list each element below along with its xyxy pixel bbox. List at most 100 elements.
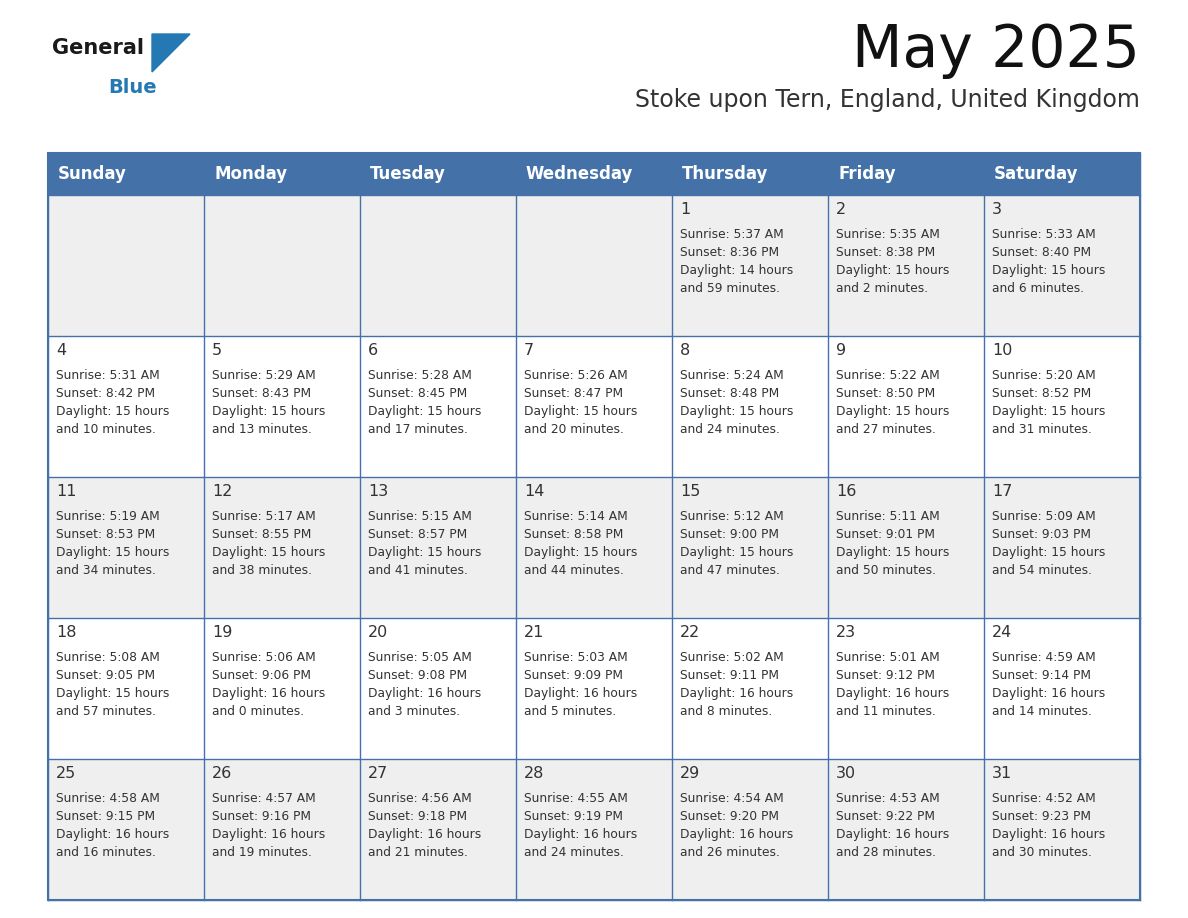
Text: Sunset: 9:01 PM: Sunset: 9:01 PM: [836, 528, 935, 541]
Text: 7: 7: [524, 343, 535, 358]
Text: Daylight: 15 hours: Daylight: 15 hours: [524, 405, 638, 418]
Text: Daylight: 16 hours: Daylight: 16 hours: [368, 687, 481, 700]
Text: 24: 24: [992, 625, 1012, 640]
Text: Sunset: 8:36 PM: Sunset: 8:36 PM: [680, 246, 779, 259]
Bar: [48, 618, 1140, 759]
Text: Saturday: Saturday: [994, 165, 1079, 183]
Text: Monday: Monday: [214, 165, 287, 183]
Text: and 24 minutes.: and 24 minutes.: [680, 423, 779, 436]
Text: 27: 27: [368, 766, 388, 781]
Text: Sunrise: 5:05 AM: Sunrise: 5:05 AM: [368, 651, 472, 664]
Text: Daylight: 15 hours: Daylight: 15 hours: [836, 405, 949, 418]
Text: and 38 minutes.: and 38 minutes.: [211, 564, 312, 577]
Text: Sunrise: 5:22 AM: Sunrise: 5:22 AM: [836, 369, 940, 382]
Text: Sunrise: 5:19 AM: Sunrise: 5:19 AM: [56, 510, 159, 523]
Text: General: General: [52, 38, 144, 58]
Text: 3: 3: [992, 202, 1001, 217]
Text: and 47 minutes.: and 47 minutes.: [680, 564, 779, 577]
Text: Daylight: 16 hours: Daylight: 16 hours: [992, 828, 1105, 841]
Text: 26: 26: [211, 766, 232, 781]
Text: Daylight: 16 hours: Daylight: 16 hours: [680, 828, 794, 841]
Polygon shape: [152, 34, 190, 72]
Text: Sunset: 9:16 PM: Sunset: 9:16 PM: [211, 810, 311, 823]
Text: Daylight: 15 hours: Daylight: 15 hours: [992, 405, 1105, 418]
Text: Sunrise: 5:35 AM: Sunrise: 5:35 AM: [836, 228, 940, 241]
Text: Sunset: 9:11 PM: Sunset: 9:11 PM: [680, 669, 779, 682]
Text: Sunday: Sunday: [58, 165, 127, 183]
Text: Sunset: 9:05 PM: Sunset: 9:05 PM: [56, 669, 156, 682]
Text: May 2025: May 2025: [852, 22, 1140, 79]
Text: Sunrise: 5:09 AM: Sunrise: 5:09 AM: [992, 510, 1095, 523]
Text: Daylight: 15 hours: Daylight: 15 hours: [524, 546, 638, 559]
Text: 9: 9: [836, 343, 846, 358]
Text: Daylight: 15 hours: Daylight: 15 hours: [56, 405, 170, 418]
Text: Sunset: 8:58 PM: Sunset: 8:58 PM: [524, 528, 624, 541]
Text: Tuesday: Tuesday: [369, 165, 446, 183]
Text: Sunrise: 5:17 AM: Sunrise: 5:17 AM: [211, 510, 316, 523]
Text: Sunset: 8:57 PM: Sunset: 8:57 PM: [368, 528, 467, 541]
Text: and 6 minutes.: and 6 minutes.: [992, 282, 1085, 295]
Text: and 14 minutes.: and 14 minutes.: [992, 705, 1092, 718]
Text: Sunrise: 4:56 AM: Sunrise: 4:56 AM: [368, 792, 472, 805]
Text: 21: 21: [524, 625, 544, 640]
Text: Sunrise: 4:55 AM: Sunrise: 4:55 AM: [524, 792, 628, 805]
Text: 11: 11: [56, 484, 76, 499]
Text: Sunset: 9:08 PM: Sunset: 9:08 PM: [368, 669, 467, 682]
Text: Sunrise: 5:08 AM: Sunrise: 5:08 AM: [56, 651, 160, 664]
Text: Sunrise: 5:02 AM: Sunrise: 5:02 AM: [680, 651, 784, 664]
Text: and 28 minutes.: and 28 minutes.: [836, 846, 936, 859]
Text: and 19 minutes.: and 19 minutes.: [211, 846, 312, 859]
Text: and 31 minutes.: and 31 minutes.: [992, 423, 1092, 436]
Text: Daylight: 16 hours: Daylight: 16 hours: [368, 828, 481, 841]
Text: Sunrise: 4:58 AM: Sunrise: 4:58 AM: [56, 792, 160, 805]
Text: 14: 14: [524, 484, 544, 499]
Text: Sunrise: 5:03 AM: Sunrise: 5:03 AM: [524, 651, 627, 664]
Text: Sunset: 9:18 PM: Sunset: 9:18 PM: [368, 810, 467, 823]
Text: Sunset: 9:03 PM: Sunset: 9:03 PM: [992, 528, 1091, 541]
Text: Sunrise: 5:28 AM: Sunrise: 5:28 AM: [368, 369, 472, 382]
Text: Sunset: 9:00 PM: Sunset: 9:00 PM: [680, 528, 779, 541]
Text: Sunrise: 5:20 AM: Sunrise: 5:20 AM: [992, 369, 1095, 382]
Text: Sunrise: 5:11 AM: Sunrise: 5:11 AM: [836, 510, 940, 523]
Text: 1: 1: [680, 202, 690, 217]
Text: and 34 minutes.: and 34 minutes.: [56, 564, 156, 577]
Text: and 50 minutes.: and 50 minutes.: [836, 564, 936, 577]
Text: Sunrise: 4:54 AM: Sunrise: 4:54 AM: [680, 792, 784, 805]
Text: and 21 minutes.: and 21 minutes.: [368, 846, 468, 859]
Text: Sunrise: 4:59 AM: Sunrise: 4:59 AM: [992, 651, 1095, 664]
Text: Thursday: Thursday: [682, 165, 769, 183]
Text: and 8 minutes.: and 8 minutes.: [680, 705, 772, 718]
Text: 6: 6: [368, 343, 378, 358]
Text: Daylight: 15 hours: Daylight: 15 hours: [56, 687, 170, 700]
Text: and 2 minutes.: and 2 minutes.: [836, 282, 928, 295]
Text: and 11 minutes.: and 11 minutes.: [836, 705, 936, 718]
Text: Daylight: 16 hours: Daylight: 16 hours: [524, 828, 637, 841]
Text: and 0 minutes.: and 0 minutes.: [211, 705, 304, 718]
Text: and 13 minutes.: and 13 minutes.: [211, 423, 312, 436]
Text: 10: 10: [992, 343, 1012, 358]
Text: 13: 13: [368, 484, 388, 499]
Text: and 57 minutes.: and 57 minutes.: [56, 705, 156, 718]
Bar: [48, 477, 1140, 618]
Text: Blue: Blue: [108, 78, 157, 97]
Text: 16: 16: [836, 484, 857, 499]
Text: 25: 25: [56, 766, 76, 781]
Text: Stoke upon Tern, England, United Kingdom: Stoke upon Tern, England, United Kingdom: [636, 88, 1140, 112]
Text: Daylight: 15 hours: Daylight: 15 hours: [680, 405, 794, 418]
Text: Sunrise: 5:14 AM: Sunrise: 5:14 AM: [524, 510, 627, 523]
Text: 15: 15: [680, 484, 701, 499]
Bar: [48, 153, 1140, 900]
Text: 31: 31: [992, 766, 1012, 781]
Text: Sunrise: 5:26 AM: Sunrise: 5:26 AM: [524, 369, 627, 382]
Text: Daylight: 15 hours: Daylight: 15 hours: [368, 546, 481, 559]
Text: Sunset: 9:20 PM: Sunset: 9:20 PM: [680, 810, 779, 823]
Text: Daylight: 15 hours: Daylight: 15 hours: [211, 546, 326, 559]
Text: 20: 20: [368, 625, 388, 640]
Text: Daylight: 16 hours: Daylight: 16 hours: [524, 687, 637, 700]
Text: Sunrise: 4:52 AM: Sunrise: 4:52 AM: [992, 792, 1095, 805]
Bar: [48, 336, 1140, 477]
Text: and 16 minutes.: and 16 minutes.: [56, 846, 156, 859]
Text: Sunrise: 5:01 AM: Sunrise: 5:01 AM: [836, 651, 940, 664]
Text: Sunset: 9:12 PM: Sunset: 9:12 PM: [836, 669, 935, 682]
Text: Sunset: 9:19 PM: Sunset: 9:19 PM: [524, 810, 623, 823]
